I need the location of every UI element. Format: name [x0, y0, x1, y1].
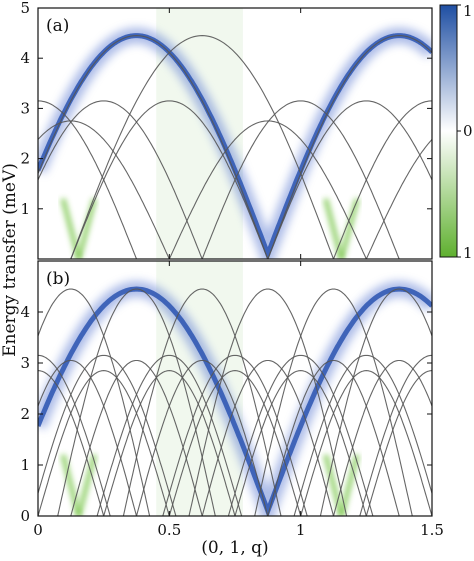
dispersion-curve — [38, 370, 105, 516]
dispersion-curve — [38, 370, 170, 516]
x-tick-label: 0 — [33, 521, 43, 539]
dispersion-curve — [70, 35, 335, 259]
dispersion-curve — [201, 359, 335, 516]
dispersion-curve — [254, 288, 413, 516]
dispersion-curve — [188, 288, 348, 516]
dispersion-curve — [227, 354, 374, 516]
y-axis-label: Energy transfer (meV) — [0, 163, 20, 357]
y-tick-label: 4 — [20, 49, 30, 67]
x-tick-label: 1 — [296, 521, 306, 539]
dispersion-curve — [70, 359, 203, 516]
dispersion-curve — [38, 359, 138, 516]
dispersion-curve — [332, 359, 432, 516]
panel-b-label: (b) — [46, 269, 70, 289]
panel-a-label: (a) — [46, 16, 69, 36]
panel-b-frame — [37, 260, 433, 517]
y-tick-label: 5 — [20, 0, 30, 17]
dispersion-curve — [319, 288, 432, 516]
x-axis-ticks: 0 0.5 1 1.5 — [33, 8, 444, 539]
colorbar-tick-label: 1 — [463, 2, 473, 20]
y-tick-label: 4 — [20, 303, 30, 321]
green-intensity-minimum — [323, 198, 344, 259]
dispersion-curve — [168, 120, 367, 259]
green-intensity-minimum — [323, 454, 344, 516]
y-tick-label: 3 — [20, 99, 30, 117]
colorbar-gradient — [439, 4, 458, 258]
x-axis-label: (0, 1, q) — [201, 538, 268, 558]
dispersion-curve — [103, 370, 236, 516]
dispersion-curve — [38, 100, 203, 259]
dispersion-curve — [38, 354, 111, 516]
y-tick-label: 3 — [20, 354, 30, 372]
panel-a: (a) 1 2 3 4 5 — [20, 0, 433, 260]
dispersion-curve — [38, 100, 138, 259]
green-intensity-minimum — [338, 454, 360, 516]
dispersion-curve — [122, 288, 282, 516]
dispersion-curve — [234, 370, 367, 516]
dispersion-curve — [300, 370, 432, 516]
dispersion-curve — [365, 370, 432, 516]
green-intensity-minimum — [338, 198, 360, 259]
green-intensity-minimum — [76, 454, 97, 516]
x-tick-label: 1.5 — [420, 521, 444, 539]
dispersion-curve — [57, 288, 216, 516]
dispersion-curve — [162, 354, 308, 516]
y-tick-label: 1 — [20, 456, 30, 474]
dispersion-curve — [135, 359, 269, 516]
x-tick-label: 0.5 — [157, 521, 181, 539]
y-tick-label: 2 — [20, 405, 30, 423]
colorbar: 1 0 1 — [439, 2, 473, 262]
dispersion-curve — [365, 138, 432, 259]
dispersion-curve — [38, 288, 151, 516]
panel-a-frame — [37, 7, 433, 260]
colorbar-tick-label: 1 — [463, 244, 473, 262]
dispersion-curve — [38, 120, 170, 259]
green-intensity-minimum — [76, 198, 97, 259]
dispersion-curve — [267, 359, 400, 516]
dispersion-curve — [267, 100, 432, 259]
y-tick-label: 1 — [20, 200, 30, 218]
green-intensity-minimum — [60, 198, 82, 259]
dispersion-curve — [359, 354, 432, 516]
green-intensity-minimum — [60, 454, 82, 516]
panel-b: (b) 0 1 2 3 4 — [20, 260, 433, 525]
intensity-band — [38, 286, 432, 516]
dispersion-curve — [332, 100, 432, 259]
dispersion-curve — [168, 370, 302, 516]
colorbar-tick-label: 0 — [463, 122, 473, 140]
dispersion-curve — [267, 35, 432, 259]
dispersion-curve — [38, 35, 269, 259]
dispersion-curve — [96, 354, 243, 516]
y-tick-label: 2 — [20, 150, 30, 168]
y-tick-label: 0 — [20, 507, 30, 525]
dispersion-curve — [293, 354, 432, 516]
dispersion-curve — [38, 354, 177, 516]
